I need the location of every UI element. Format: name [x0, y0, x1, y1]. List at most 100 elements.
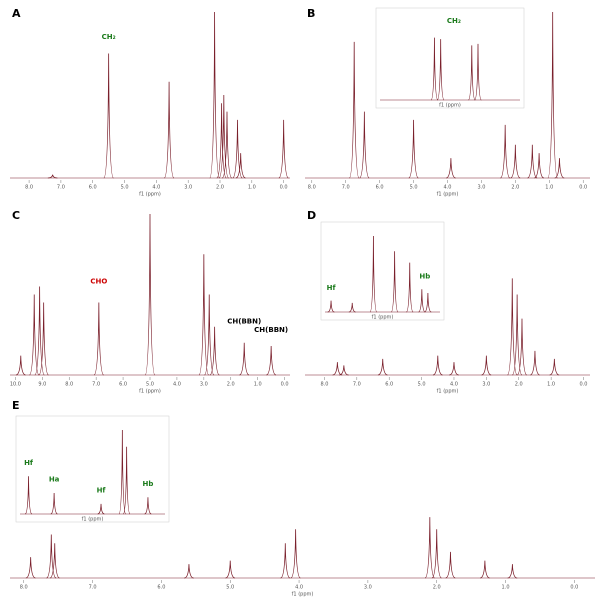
peak	[38, 302, 49, 376]
x-tick-label: 1.0	[502, 585, 510, 591]
x-tick-label: 1.0	[248, 185, 256, 191]
peak	[24, 476, 33, 515]
x-tick-label: 0.0	[280, 185, 288, 191]
peak	[348, 302, 356, 313]
x-tick-label: 3.0	[477, 185, 485, 191]
x-tick-label: 6.0	[89, 185, 97, 191]
peak	[163, 81, 175, 179]
peak-annotation: CH₂	[102, 33, 116, 41]
x-tick-label: 1.0	[545, 185, 553, 191]
x-tick-label: 5.0	[410, 185, 418, 191]
inset-frame	[320, 221, 445, 321]
x-tick-label: 7.0	[89, 585, 97, 591]
x-tick-label: 8.0	[65, 382, 73, 388]
x-axis-label: f1 (ppm)	[139, 389, 161, 395]
x-axis-label: f1 (ppm)	[437, 389, 459, 395]
inset-axis-label: f1 (ppm)	[372, 315, 394, 321]
x-axis-label: f1 (ppm)	[139, 192, 161, 198]
peak	[209, 326, 220, 376]
inset-axis-label: f1 (ppm)	[82, 517, 104, 523]
x-tick-label: 6.0	[376, 185, 384, 191]
peak	[516, 318, 528, 376]
peak	[431, 529, 442, 579]
peak	[232, 119, 243, 179]
peak-annotation: Hf	[97, 487, 107, 495]
panel-label: D	[307, 209, 316, 222]
peak	[436, 39, 445, 101]
peak	[122, 446, 131, 515]
x-tick-label: 3.0	[200, 382, 208, 388]
peak	[479, 560, 490, 579]
inset-frame	[375, 7, 525, 109]
x-tick-label: 2.0	[216, 185, 224, 191]
peak	[198, 254, 210, 376]
peak-annotation: Hb	[143, 480, 154, 488]
peak	[547, 11, 558, 179]
x-tick-label: 5.0	[121, 185, 129, 191]
peak-annotation: CH(BBN)	[227, 318, 261, 326]
peak	[209, 11, 220, 179]
x-tick-label: 7.0	[92, 382, 100, 388]
peak	[507, 278, 518, 376]
peak	[468, 45, 476, 101]
x-tick-label: 4.0	[450, 382, 458, 388]
peak	[332, 362, 343, 376]
panel-label: E	[12, 399, 20, 412]
inset-axis-label: f1 (ppm)	[439, 103, 461, 109]
peak	[530, 350, 540, 376]
x-tick-label: 0.0	[579, 185, 587, 191]
peak	[349, 41, 360, 179]
x-tick-label: 10.0	[10, 382, 21, 388]
x-tick-label: 3.0	[364, 585, 372, 591]
x-tick-label: 8.0	[20, 585, 28, 591]
peak	[449, 362, 459, 376]
peak	[445, 158, 456, 179]
peak	[225, 560, 236, 579]
peak	[499, 124, 511, 179]
x-tick-label: 5.0	[146, 382, 154, 388]
x-tick-label: 2.0	[227, 382, 235, 388]
x-tick-label: 4.0	[173, 382, 181, 388]
peak	[278, 119, 289, 179]
peak	[239, 342, 250, 376]
x-tick-label: 8.0	[320, 382, 328, 388]
peak	[266, 346, 277, 376]
peak	[34, 286, 45, 376]
x-tick-label: 0.0	[281, 382, 289, 388]
peak	[50, 492, 58, 515]
panel-label: C	[12, 209, 20, 222]
peak-annotation: CH(BBN)	[254, 326, 288, 334]
peak-annotation: Ha	[49, 476, 60, 484]
peak	[474, 43, 482, 101]
peak	[430, 37, 439, 101]
peak	[46, 534, 57, 579]
x-tick-label: 0.0	[570, 585, 578, 591]
peak	[216, 103, 227, 179]
peak	[390, 251, 399, 313]
x-tick-label: 5.0	[226, 585, 234, 591]
x-axis-label: f1 (ppm)	[437, 192, 459, 198]
x-tick-label: 4.0	[444, 185, 452, 191]
peak	[218, 94, 230, 179]
peak	[432, 355, 443, 376]
peak-annotation: Hf	[327, 284, 337, 292]
peak-annotation: CH₂	[447, 17, 461, 25]
panel-label: A	[12, 7, 21, 20]
x-tick-label: 8.0	[308, 185, 316, 191]
peak	[47, 174, 58, 179]
x-axis-label: f1 (ppm)	[292, 592, 314, 598]
x-tick-label: 2.0	[511, 185, 519, 191]
peak-annotation: CHO	[90, 277, 107, 285]
peak	[359, 111, 370, 179]
x-tick-label: 4.0	[295, 585, 303, 591]
peak	[280, 543, 291, 579]
x-tick-label: 7.0	[353, 382, 361, 388]
peak	[377, 358, 388, 376]
peak-annotation: Hf	[24, 459, 34, 467]
peak	[424, 292, 432, 313]
x-tick-label: 7.0	[342, 185, 350, 191]
peak	[235, 153, 246, 179]
peak	[510, 144, 521, 179]
x-tick-label: 4.0	[152, 185, 160, 191]
peak	[445, 551, 456, 579]
